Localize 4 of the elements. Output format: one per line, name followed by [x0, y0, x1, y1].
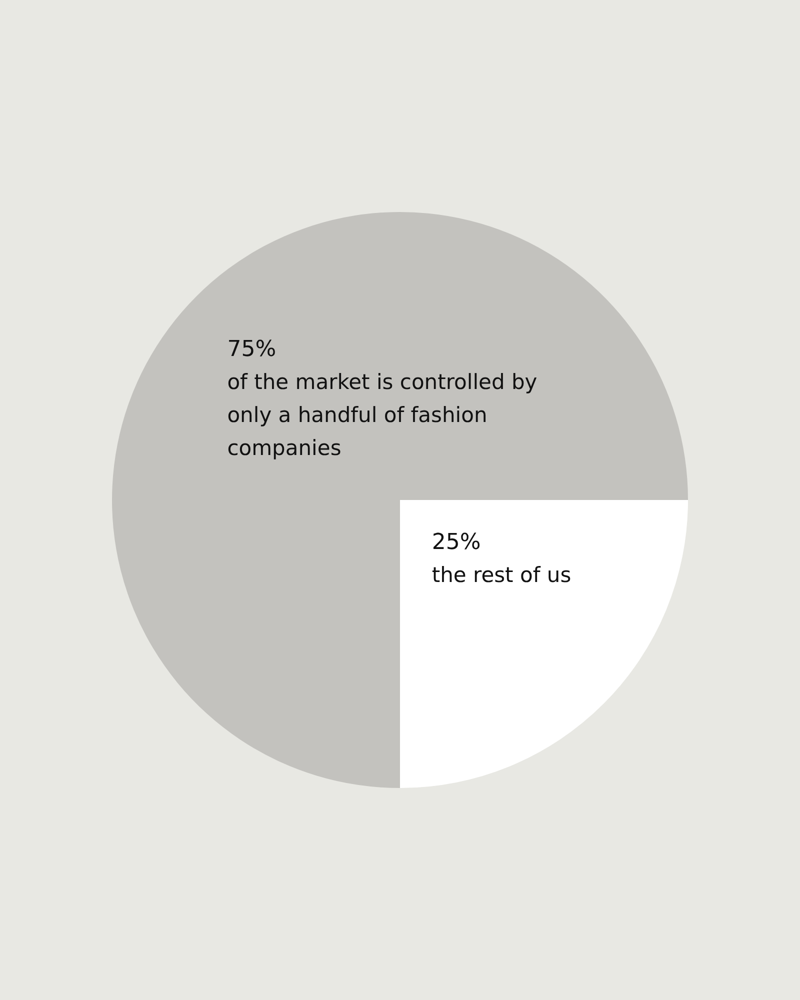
slice-label: the rest of us [432, 562, 572, 587]
slice-label: of the market is controlled by only a handful of fashion companies [227, 370, 538, 460]
data-label: 75% [227, 337, 276, 362]
data-label: 25% [432, 530, 481, 555]
